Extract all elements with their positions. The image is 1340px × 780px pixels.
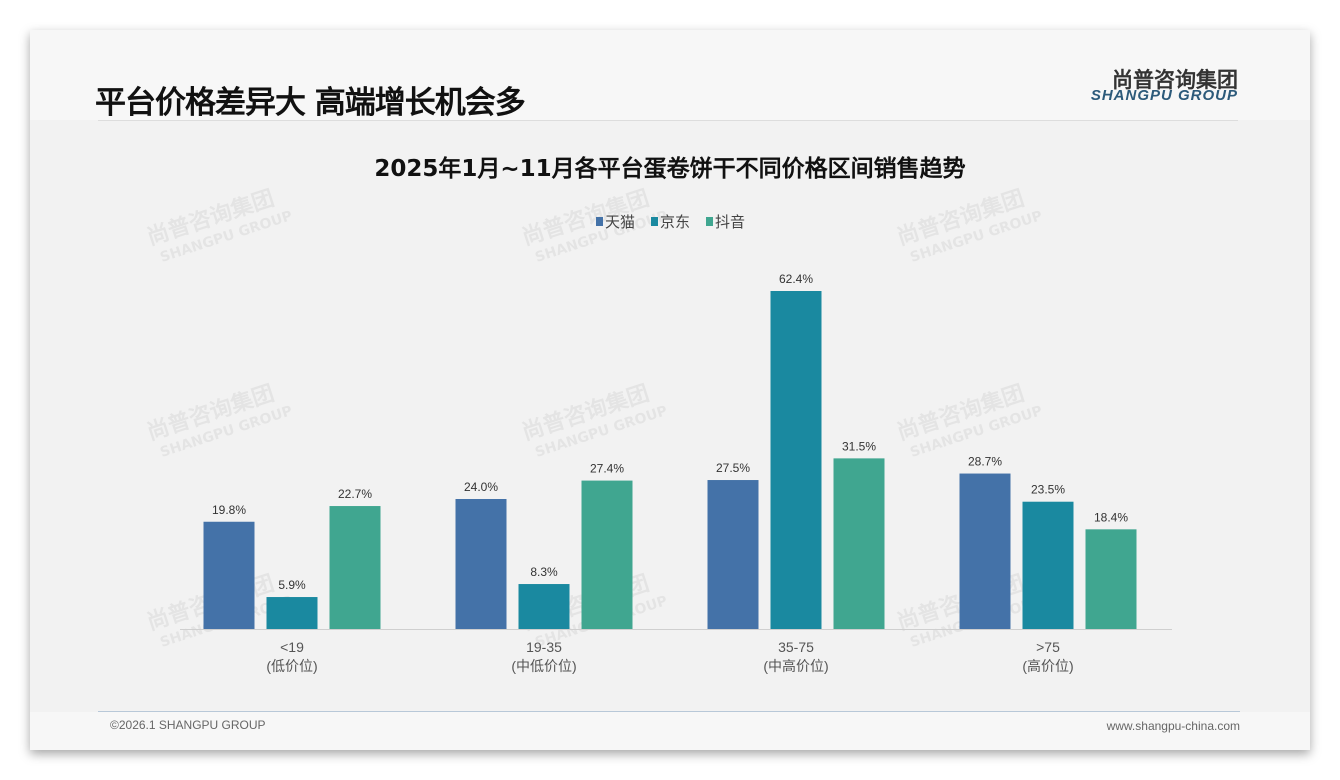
data-label: 18.4% [1094,510,1128,524]
logo-english: SHANGPU GROUP [1090,87,1238,104]
bar-京东 [1022,501,1074,629]
x-tick-sublabel: (中低价位) [511,658,576,674]
x-tick-label: >75 [1036,639,1060,655]
footer-divider [98,711,1240,712]
legend-label: 天猫 [605,214,635,231]
header-divider [98,120,1238,121]
data-label: 28.7% [968,455,1002,469]
data-label: 5.9% [278,578,306,592]
page-title: 平台价格差异大 高端增长机会多 [95,85,526,121]
x-tick-label: 35-75 [778,639,814,655]
bar-京东 [770,291,822,629]
logo-chinese: 尚普咨询集团 [1112,68,1238,92]
data-label: 19.8% [212,503,246,517]
legend-swatch [596,217,603,226]
data-label: 27.4% [590,462,624,476]
legend-label: 京东 [660,214,690,231]
legend-swatch [651,217,658,226]
data-label: 24.0% [464,480,498,494]
bar-抖音 [833,458,885,629]
x-tick-sublabel: (高价位) [1022,658,1073,674]
bar-抖音 [581,480,633,629]
data-label: 8.3% [530,565,558,579]
bar-京东 [518,584,570,629]
footer-copyright: ©2026.1 SHANGPU GROUP [110,718,266,732]
chart-title: 2025年1月~11月各平台蛋卷饼干不同价格区间销售趋势 [374,155,965,182]
legend-swatch [706,217,713,226]
bar-天猫 [455,499,507,629]
x-tick-sublabel: (低价位) [266,658,317,674]
data-label: 22.7% [338,487,372,501]
legend-label: 抖音 [715,214,745,231]
x-tick-sublabel: (中高价位) [763,658,828,674]
x-tick-label: <19 [280,639,304,655]
x-tick-label: 19-35 [526,639,562,655]
bar-抖音 [329,506,381,629]
bar-京东 [266,597,318,629]
data-label: 31.5% [842,439,876,453]
data-label: 27.5% [716,461,750,475]
bar-天猫 [203,521,255,629]
bar-天猫 [707,480,759,629]
bar-抖音 [1085,529,1137,629]
bar-天猫 [959,473,1011,629]
data-label: 23.5% [1031,483,1065,497]
footer-website[interactable]: www.shangpu-china.com [1106,719,1240,733]
data-label: 62.4% [779,272,813,286]
